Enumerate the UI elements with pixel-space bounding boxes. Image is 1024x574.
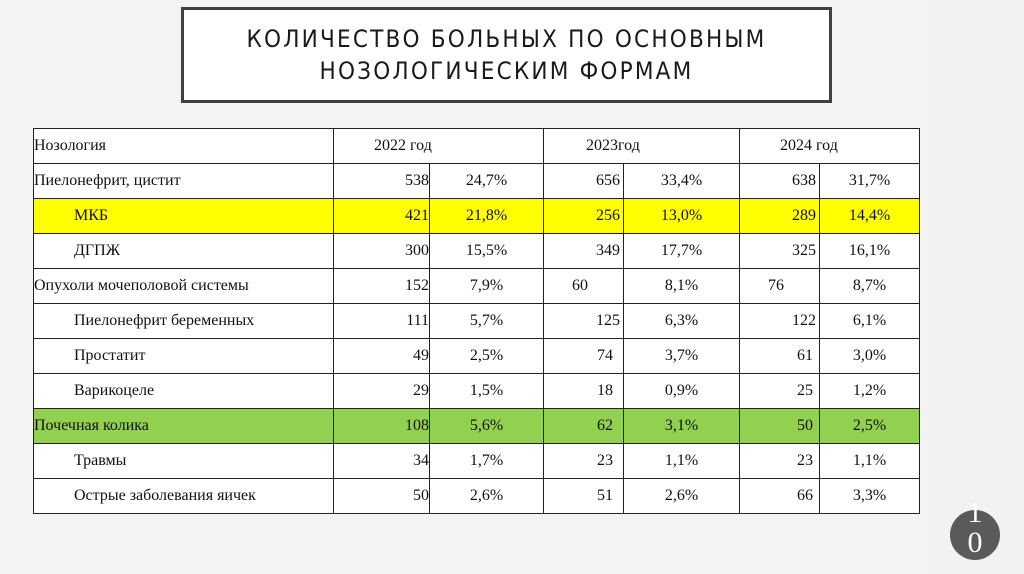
table-row: Пиелонефрит, цистит 538 24,7% 656 33,4% … [33,163,920,199]
percent-2023: 8,1% [623,268,740,304]
percent-2023: 17,7% [623,233,740,269]
header-2024: 2024 год [739,128,920,164]
row-name: Пиелонефрит беременных [33,303,334,339]
table-row: Варикоцеле 29 1,5% 18 0,9% 25 1,2% [33,373,920,409]
percent-2022: 24,7% [429,163,544,199]
count-2023: 74 [543,338,624,374]
count-2022: 421 [333,198,430,234]
percent-2022: 2,5% [429,338,544,374]
row-name: Травмы [33,443,334,479]
count-2024: 76 [739,268,820,304]
percent-2022: 2,6% [429,478,544,514]
count-2022: 111 [333,303,430,339]
count-2023: 125 [543,303,624,339]
percent-2023: 3,1% [623,408,740,444]
count-2022: 108 [333,408,430,444]
count-2023: 23 [543,443,624,479]
count-2022: 34 [333,443,430,479]
table-row: Острые заболевания яичек 50 2,6% 51 2,6%… [33,478,920,514]
percent-2024: 14,4% [819,198,920,234]
percent-2024: 2,5% [819,408,920,444]
count-2022: 29 [333,373,430,409]
count-2022: 50 [333,478,430,514]
percent-2024: 1,1% [819,443,920,479]
count-2022: 152 [333,268,430,304]
table-header-row: Нозология 2022 год 2023год 2024 год [33,128,920,164]
percent-2022: 15,5% [429,233,544,269]
row-name: ДГПЖ [33,233,334,269]
count-2024: 66 [739,478,820,514]
count-2022: 300 [333,233,430,269]
percent-2023: 6,3% [623,303,740,339]
count-2022: 538 [333,163,430,199]
nosology-table: Нозология 2022 год 2023год 2024 год Пиел… [33,128,920,514]
percent-2024: 1,2% [819,373,920,409]
row-name: МКБ [33,198,334,234]
page-number: 10 [967,496,983,559]
percent-2024: 3,3% [819,478,920,514]
row-name: Почечная колика [33,408,334,444]
count-2024: 25 [739,373,820,409]
count-2024: 23 [739,443,820,479]
title-line-2: НОЗОЛОГИЧЕСКИМ ФОРМАМ [319,57,694,85]
count-2023: 18 [543,373,624,409]
percent-2023: 0,9% [623,373,740,409]
row-name: Варикоцеле [33,373,334,409]
header-nosology: Нозология [33,128,334,164]
row-name: Простатит [33,338,334,374]
count-2023: 51 [543,478,624,514]
count-2023: 656 [543,163,624,199]
percent-2022: 5,7% [429,303,544,339]
table-row-highlighted-green: Почечная колика 108 5,6% 62 3,1% 50 2,5% [33,408,920,444]
count-2024: 638 [739,163,820,199]
count-2024: 325 [739,233,820,269]
percent-2024: 6,1% [819,303,920,339]
count-2022: 49 [333,338,430,374]
percent-2024: 16,1% [819,233,920,269]
title-box: КОЛИЧЕСТВО БОЛЬНЫХ ПО ОСНОВНЫМ НОЗОЛОГИЧ… [181,7,832,103]
header-2022: 2022 год [333,128,544,164]
percent-2022: 5,6% [429,408,544,444]
percent-2022: 1,5% [429,373,544,409]
percent-2023: 3,7% [623,338,740,374]
count-2024: 289 [739,198,820,234]
row-name: Пиелонефрит, цистит [33,163,334,199]
percent-2023: 1,1% [623,443,740,479]
count-2023: 256 [543,198,624,234]
table-row: Травмы 34 1,7% 23 1,1% 23 1,1% [33,443,920,479]
percent-2022: 21,8% [429,198,544,234]
percent-2024: 31,7% [819,163,920,199]
percent-2022: 1,7% [429,443,544,479]
table-row: ДГПЖ 300 15,5% 349 17,7% 325 16,1% [33,233,920,269]
header-2023: 2023год [543,128,740,164]
count-2024: 61 [739,338,820,374]
title-line-1: КОЛИЧЕСТВО БОЛЬНЫХ ПО ОСНОВНЫМ [246,25,767,53]
percent-2023: 13,0% [623,198,740,234]
percent-2024: 3,0% [819,338,920,374]
table-row: Простатит 49 2,5% 74 3,7% 61 3,0% [33,338,920,374]
count-2024: 50 [739,408,820,444]
count-2024: 122 [739,303,820,339]
table-row-highlighted-yellow: МКБ 421 21,8% 256 13,0% 289 14,4% [33,198,920,234]
percent-2023: 2,6% [623,478,740,514]
table-row: Пиелонефрит беременных 111 5,7% 125 6,3%… [33,303,920,339]
percent-2022: 7,9% [429,268,544,304]
page-number-badge [950,510,1000,560]
percent-2024: 8,7% [819,268,920,304]
count-2023: 62 [543,408,624,444]
table-row: Опухоли мочеполовой системы 152 7,9% 60 … [33,268,920,304]
row-name: Острые заболевания яичек [33,478,334,514]
row-name: Опухоли мочеполовой системы [33,268,334,304]
page-title: КОЛИЧЕСТВО БОЛЬНЫХ ПО ОСНОВНЫМ НОЗОЛОГИЧ… [246,23,766,87]
percent-2023: 33,4% [623,163,740,199]
count-2023: 60 [543,268,624,304]
count-2023: 349 [543,233,624,269]
